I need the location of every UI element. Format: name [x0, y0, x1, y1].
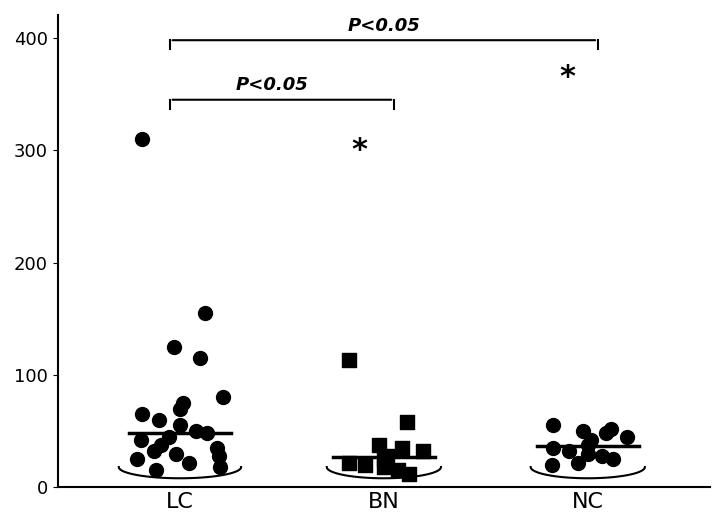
Point — [359, 461, 371, 469]
Point — [396, 444, 408, 452]
Point — [194, 354, 206, 362]
Text: *: * — [560, 63, 576, 92]
Point — [150, 466, 161, 474]
Point — [213, 452, 224, 460]
Point — [572, 458, 584, 467]
Point — [132, 455, 143, 463]
Point — [153, 416, 165, 424]
Point — [211, 444, 222, 452]
Point — [174, 404, 186, 413]
Point — [164, 432, 175, 441]
Point — [183, 458, 195, 467]
Point — [621, 432, 633, 441]
Point — [190, 427, 202, 436]
Point — [174, 421, 186, 430]
Point — [547, 461, 558, 469]
Point — [378, 455, 390, 463]
Point — [582, 440, 594, 449]
Point — [201, 429, 213, 438]
Point — [155, 440, 167, 449]
Point — [177, 399, 189, 407]
Point — [600, 429, 612, 438]
Point — [582, 449, 594, 458]
Point — [214, 463, 226, 471]
Point — [170, 449, 182, 458]
Point — [136, 135, 148, 143]
Point — [392, 466, 404, 474]
Point — [401, 418, 413, 426]
Point — [373, 440, 384, 449]
Point — [136, 410, 148, 419]
Text: P<0.05: P<0.05 — [235, 76, 308, 94]
Point — [135, 436, 147, 444]
Point — [378, 463, 390, 471]
Point — [547, 421, 559, 430]
Point — [343, 356, 355, 365]
Point — [597, 452, 608, 460]
Point — [563, 447, 575, 456]
Point — [169, 342, 180, 351]
Point — [343, 458, 355, 467]
Point — [217, 393, 229, 401]
Point — [403, 470, 414, 478]
Text: P<0.05: P<0.05 — [348, 17, 420, 35]
Point — [607, 455, 618, 463]
Point — [547, 444, 559, 452]
Point — [148, 447, 160, 456]
Point — [417, 447, 429, 456]
Point — [382, 452, 393, 460]
Point — [199, 309, 211, 317]
Point — [605, 424, 616, 433]
Point — [577, 427, 589, 436]
Text: *: * — [351, 136, 367, 165]
Point — [585, 436, 597, 444]
